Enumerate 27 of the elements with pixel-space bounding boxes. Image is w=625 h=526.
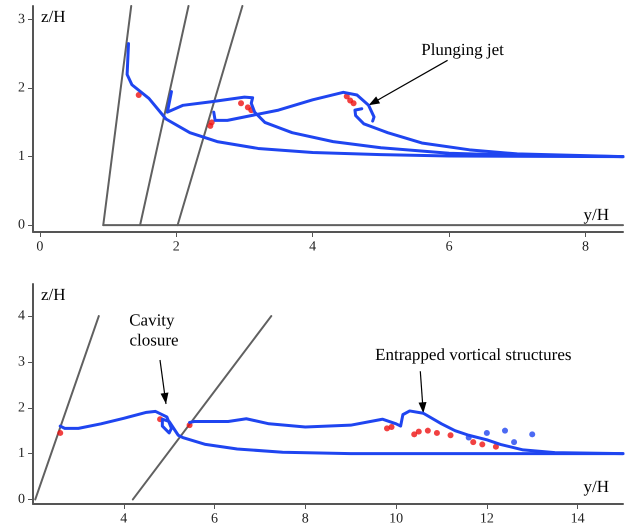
y-tick-label: 0: [18, 492, 25, 507]
y-tick-label: 0: [18, 218, 25, 233]
x-axis-title: y/H: [584, 477, 609, 496]
y-tick-label: 3: [18, 12, 25, 28]
x-tick-label: 6: [446, 240, 453, 254]
x-tick-label: 14: [570, 512, 585, 526]
x-tick-label: 12: [480, 512, 494, 526]
x-tick-label: 4: [120, 512, 128, 526]
y-tick-label: 1: [18, 446, 25, 462]
annotation: Plunging jet: [421, 40, 504, 59]
annotation: Cavity closure: [129, 310, 179, 350]
y-axis-title: z/H: [41, 7, 66, 26]
x-tick-label: 8: [582, 240, 589, 254]
x-axis-title: y/H: [584, 205, 609, 224]
y-tick-label: 2: [18, 400, 25, 416]
x-tick-label: 2: [172, 240, 180, 254]
y-tick-label: 3: [18, 354, 25, 370]
x-tick-label: 8: [302, 512, 309, 526]
y-axis-title: z/H: [41, 285, 66, 304]
y-tick-label: 4: [18, 308, 25, 324]
y-tick-label: 1: [18, 149, 25, 164]
annotation: Entrapped vortical structures: [375, 344, 572, 364]
x-tick-label: 6: [211, 512, 218, 526]
x-tick-label: 4: [309, 240, 316, 254]
y-tick-label: 2: [18, 80, 25, 96]
x-tick-label: 0: [36, 240, 44, 254]
x-tick-label: 10: [389, 512, 404, 526]
